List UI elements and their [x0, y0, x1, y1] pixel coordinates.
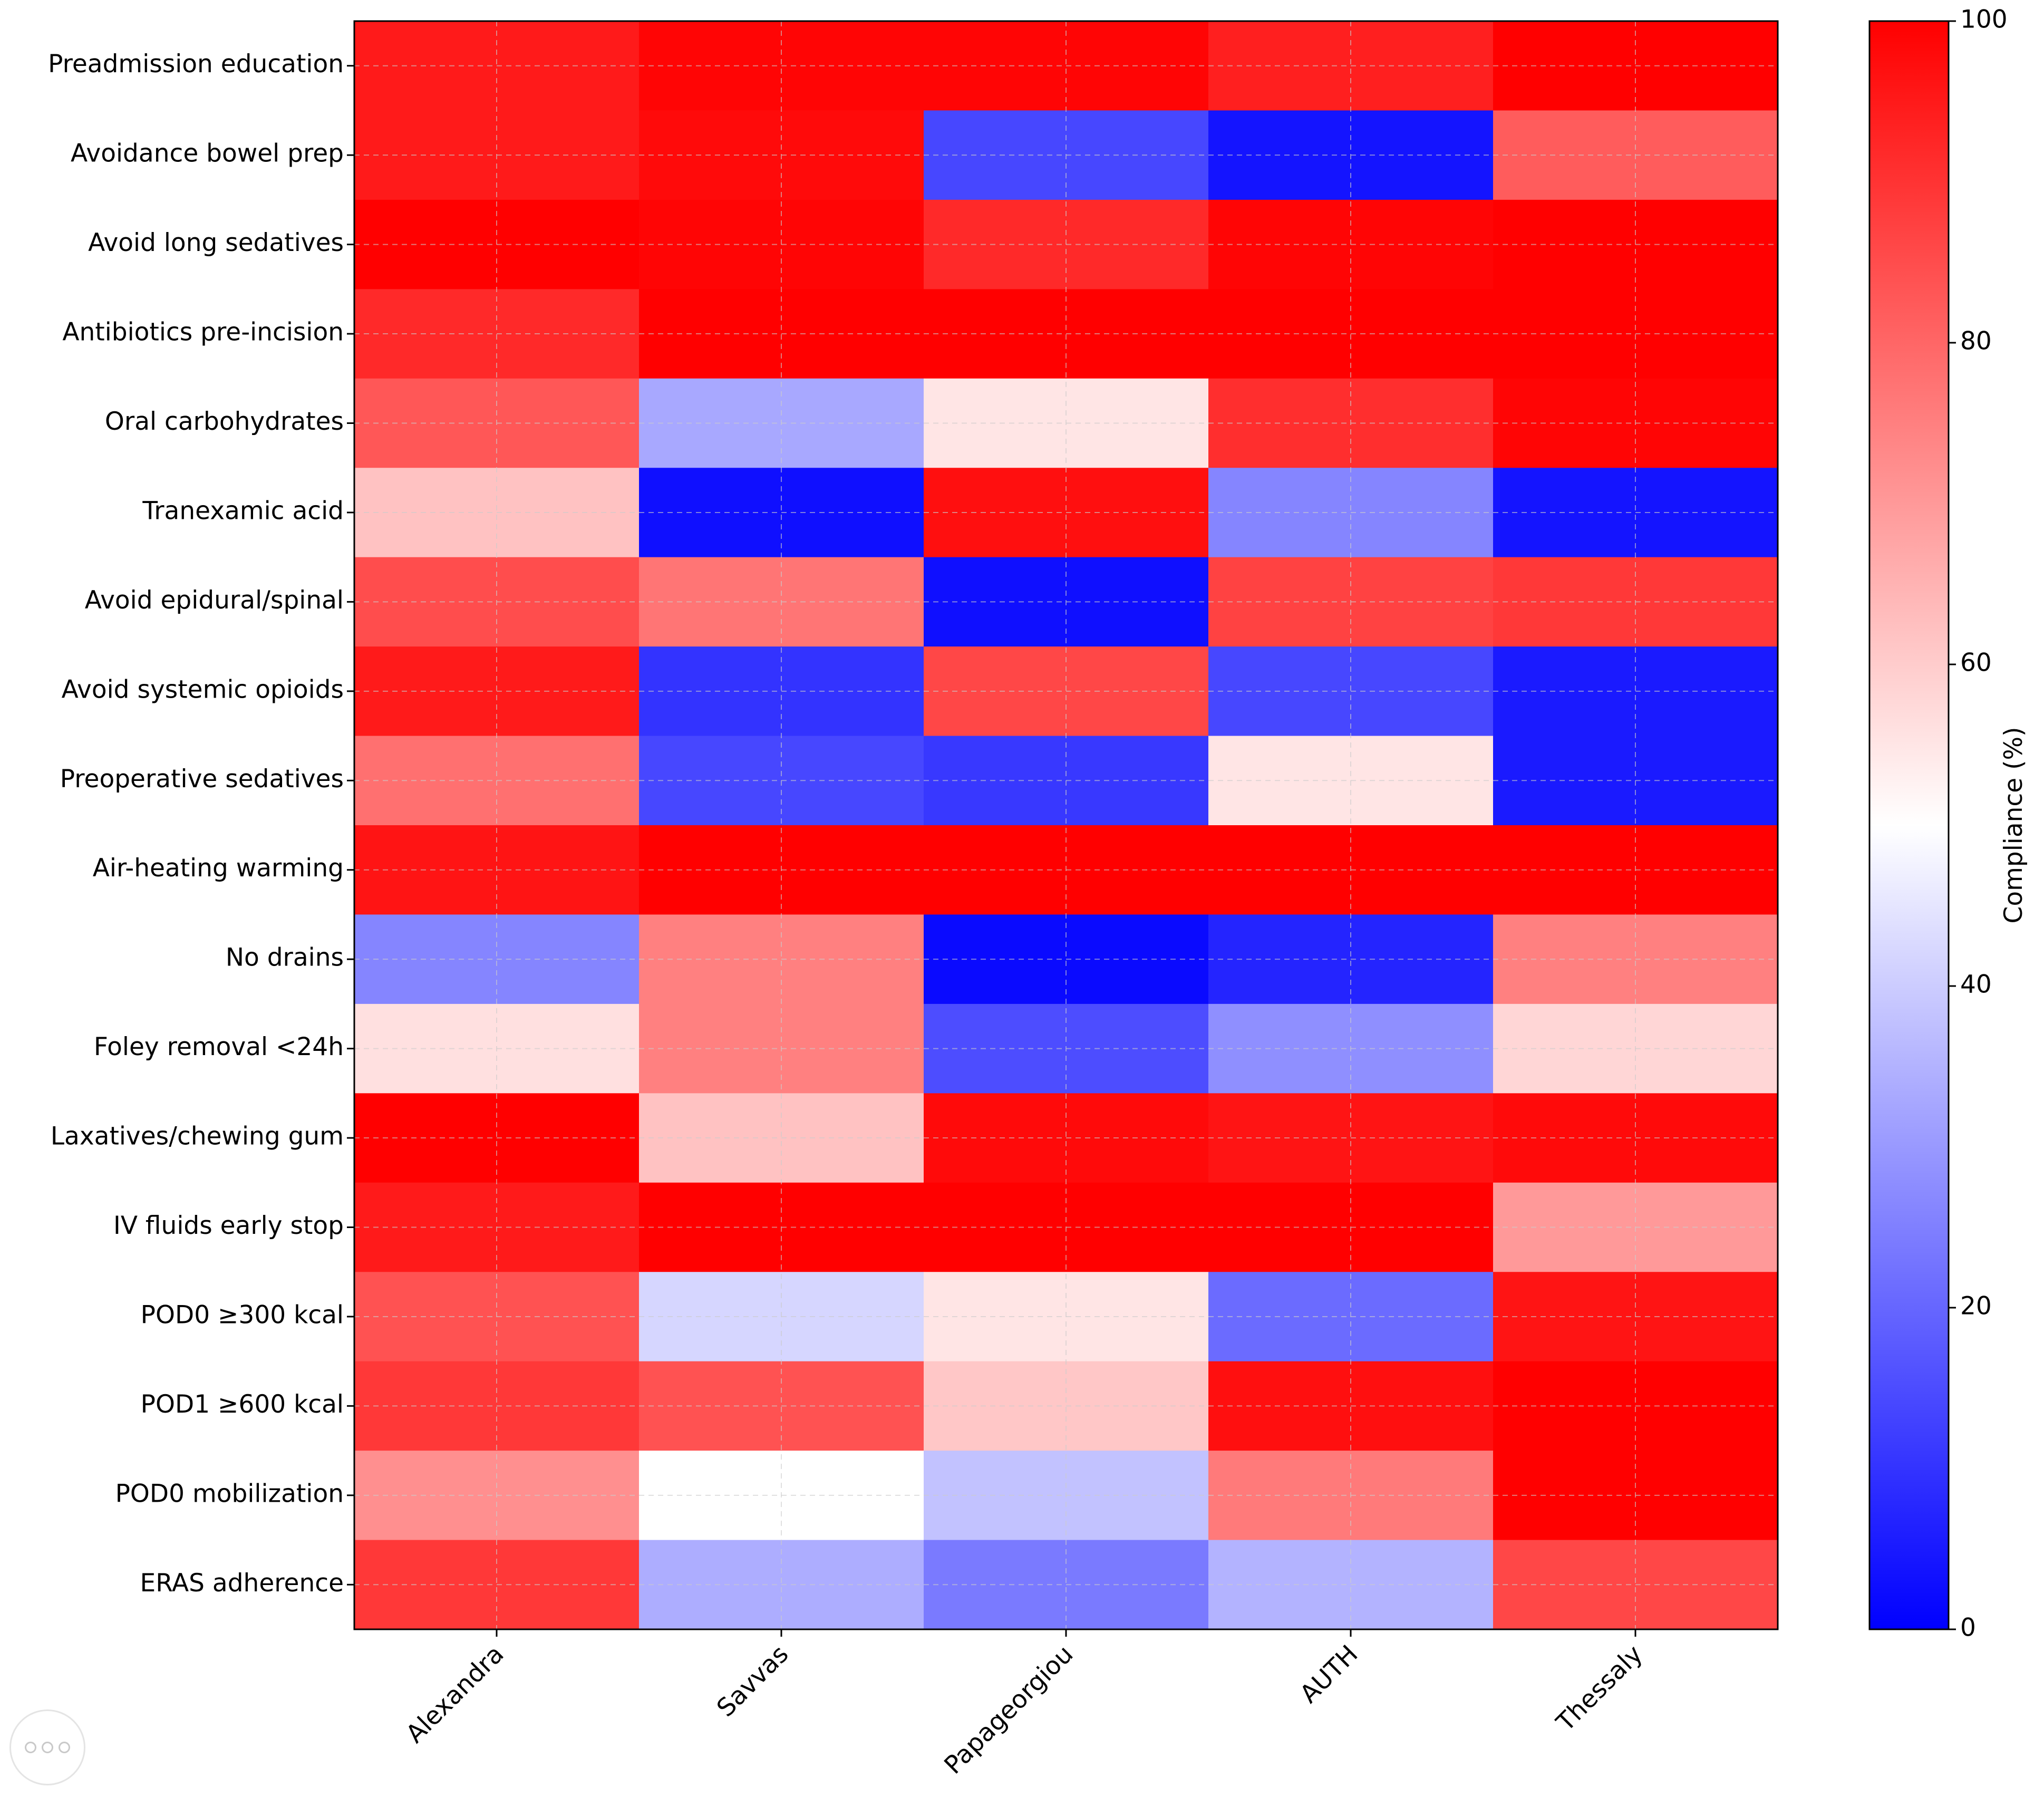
row-label: Avoid systemic opioids	[62, 675, 344, 704]
colorbar-ticks: 0 20 40 60 80 100	[1949, 5, 2008, 1643]
row-label: POD1 ≥600 kcal	[141, 1390, 344, 1419]
row-label: Antibiotics pre-incision	[62, 318, 344, 347]
colorbar-tick-label: 0	[1960, 1614, 1976, 1643]
row-label: Avoid epidural/spinal	[85, 586, 344, 615]
colorbar-tick-label: 40	[1960, 970, 1992, 999]
row-label: POD0 mobilization	[115, 1479, 344, 1508]
column-label: Papageorgiou	[939, 1640, 1079, 1780]
heatmap-gridlines	[354, 21, 1778, 1629]
row-label: Air-heating warming	[93, 854, 344, 883]
row-labels: Preadmission education Avoidance bowel pr…	[48, 50, 354, 1598]
column-label: Savvas	[711, 1640, 794, 1723]
colorbar-tick-label: 20	[1960, 1292, 1992, 1321]
column-label: Thessaly	[1551, 1640, 1648, 1737]
colorbar-tick-label: 100	[1960, 5, 2008, 34]
row-label: Preadmission education	[48, 50, 344, 79]
more-dots-icon	[25, 1742, 70, 1753]
row-label: Foley removal <24h	[94, 1032, 344, 1061]
row-label: IV fluids early stop	[113, 1211, 344, 1240]
column-label: AUTH	[1294, 1640, 1363, 1709]
colorbar-label: Compliance (%)	[1999, 727, 2028, 924]
colorbar-tick-label: 60	[1960, 649, 1992, 678]
more-options-button[interactable]	[9, 1709, 85, 1785]
colorbar	[1868, 20, 1950, 1630]
column-label: Alexandra	[401, 1640, 510, 1749]
row-label: Tranexamic acid	[142, 496, 344, 525]
column-labels: Alexandra Savvas Papageorgiou AUTH Thessaly	[401, 1629, 1648, 1780]
colorbar-tick-label: 80	[1960, 327, 1992, 356]
row-label: Avoid long sedatives	[88, 228, 344, 257]
row-label: ERAS adherence	[140, 1569, 344, 1598]
row-label: Preoperative sedatives	[60, 765, 344, 794]
row-label: Avoidance bowel prep	[71, 139, 344, 168]
row-label: POD0 ≥300 kcal	[141, 1300, 344, 1329]
row-label: Laxatives/chewing gum	[51, 1122, 344, 1151]
row-label: No drains	[226, 943, 344, 972]
row-label: Oral carbohydrates	[105, 407, 344, 436]
